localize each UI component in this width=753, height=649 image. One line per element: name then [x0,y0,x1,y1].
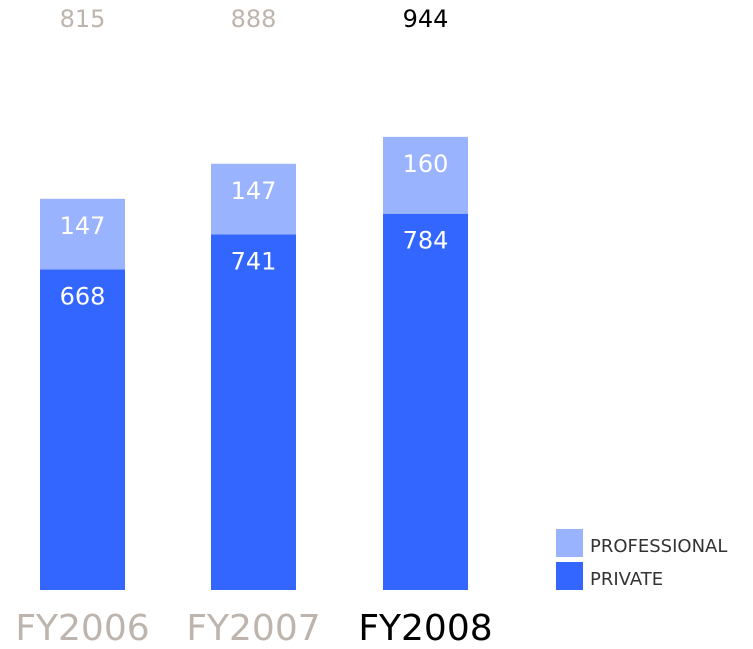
bar-segment [211,163,296,235]
segment-label: 160 [403,150,449,178]
total-label: 888 [231,5,277,33]
bar-segment [383,213,468,590]
legend-label: PROFESSIONAL [590,536,727,557]
segment-label: 147 [60,212,106,240]
bar-segment [40,198,125,270]
x-tick-label: FY2006 [15,608,149,649]
total-label: 815 [60,5,106,33]
bar-segment [211,234,296,590]
x-tick-label: FY2007 [186,608,320,649]
x-tick-label: FY2008 [358,608,492,649]
legend-label: PRIVATE [590,569,663,590]
total-label: 944 [403,5,449,33]
legend-swatch [556,562,583,590]
bar-segment [40,269,125,590]
segment-label: 741 [231,247,277,275]
legend-swatch [556,529,583,557]
segment-label: 668 [60,282,106,310]
bar-segment [383,136,468,214]
segment-label: 147 [231,177,277,205]
segment-label: 784 [403,227,449,255]
